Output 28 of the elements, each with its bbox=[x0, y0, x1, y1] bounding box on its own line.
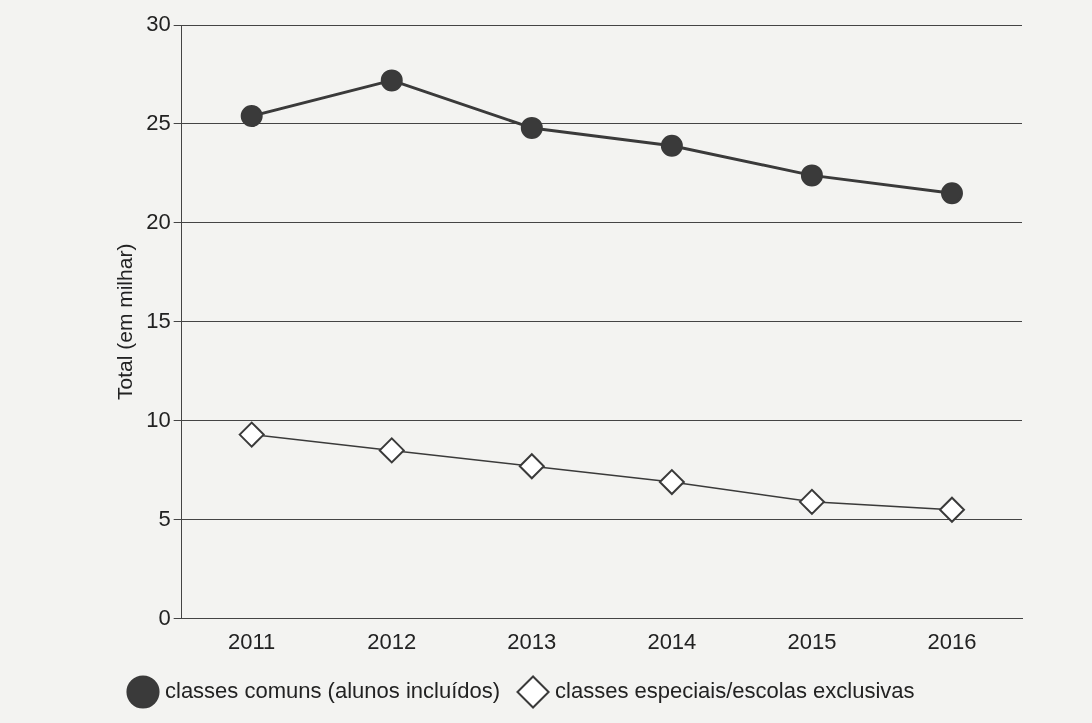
x-tick-label: 2011 bbox=[228, 628, 276, 654]
point bbox=[240, 105, 263, 128]
point bbox=[798, 488, 825, 515]
point bbox=[238, 421, 265, 448]
point bbox=[938, 496, 965, 523]
x-tick-label: 2016 bbox=[927, 628, 977, 654]
y-tick-label: 25 bbox=[146, 110, 171, 135]
y-axis-title: Total (em milhar) bbox=[113, 243, 137, 400]
x-tick-label: 2015 bbox=[787, 628, 837, 654]
point bbox=[380, 69, 403, 92]
y-tick-label: 15 bbox=[146, 307, 171, 333]
y-tick-label: 5 bbox=[158, 505, 171, 531]
y-tick-label: 0 bbox=[158, 604, 171, 630]
y-tick-label: 10 bbox=[146, 406, 171, 432]
point bbox=[378, 437, 405, 464]
x-tick-label: 2013 bbox=[507, 628, 557, 654]
y-tick-label: 20 bbox=[146, 208, 171, 234]
point bbox=[660, 134, 683, 157]
point bbox=[520, 116, 543, 139]
legend-label: classes comuns (alunos incluídos) bbox=[165, 678, 501, 704]
y-tick-label: 30 bbox=[146, 11, 171, 37]
x-tick-label: 2014 bbox=[647, 628, 697, 654]
point bbox=[518, 453, 545, 480]
point bbox=[800, 164, 823, 187]
point bbox=[940, 182, 963, 205]
point bbox=[658, 469, 685, 496]
x-tick-label: 2012 bbox=[367, 628, 417, 654]
legend-label: classes especiais/escolas exclusivas bbox=[555, 678, 915, 704]
